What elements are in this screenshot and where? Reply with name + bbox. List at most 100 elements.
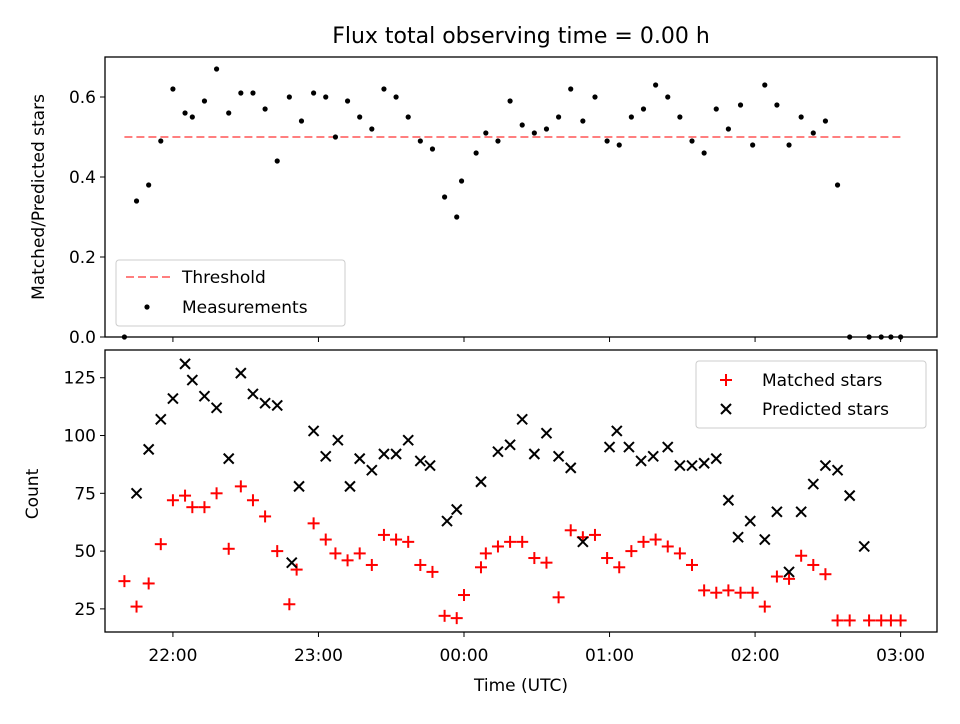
measurement-point: [458, 178, 465, 184]
predicted-star-stroke-b: [286, 556, 298, 569]
predicted-star-point: [858, 540, 870, 553]
predicted-star-point: [623, 441, 635, 453]
bottom-x-tick-label: 22:00: [148, 646, 197, 666]
predicted-star-stroke-b: [795, 506, 807, 518]
bottom-legend: Matched stars Predicted stars: [695, 360, 927, 429]
measurement-point: [495, 138, 501, 144]
matched-star-point: [390, 533, 403, 546]
predicted-star-stroke-b: [307, 425, 320, 437]
top-y-tick-label: 0.0: [69, 328, 96, 348]
measurement-point: [750, 142, 756, 148]
predicted-star-point: [179, 358, 191, 370]
matched-star-point: [474, 561, 487, 574]
measurement-point: [519, 122, 525, 128]
predicted-star-point: [819, 459, 832, 472]
measurement-point: [604, 138, 610, 144]
bottom-x-tick-label: 00:00: [439, 646, 488, 666]
legend-threshold-label: Threshold: [181, 268, 266, 288]
predicted-star-stroke-b: [198, 390, 211, 402]
measurement-point: [798, 114, 804, 120]
matched-star-point: [290, 563, 303, 576]
matched-star-point: [710, 586, 723, 599]
predicted-star-point: [286, 556, 298, 569]
predicted-star-point: [247, 388, 259, 400]
predicted-star-stroke-b: [366, 464, 378, 476]
predicted-star-point: [223, 452, 235, 465]
predicted-star-point: [451, 503, 463, 516]
predicted-star-point: [843, 489, 856, 502]
matched-star-point: [118, 575, 131, 588]
predicted-star-stroke-b: [475, 476, 487, 488]
measurement-point: [568, 86, 574, 92]
measurement-point: [454, 214, 460, 220]
top-axes-frame: [104, 56, 938, 338]
predicted-star-point: [540, 427, 553, 439]
matched-star-point: [365, 558, 378, 571]
predicted-star-point: [235, 367, 247, 379]
measurement-point: [250, 90, 256, 96]
matched-star-point: [722, 584, 735, 597]
bottom-panel: 25 50 75 100 125 22:00 23:00 00:00 01:00 02:00 03…: [23, 349, 938, 696]
matched-star-point: [457, 589, 470, 602]
predicted-star-point: [807, 478, 819, 490]
predicted-star-stroke-b: [565, 462, 577, 474]
measurement-point: [507, 98, 513, 104]
matched-star-point: [698, 584, 711, 597]
predicted-star-point: [662, 441, 674, 453]
predicted-star-point: [552, 450, 565, 463]
predicted-star-stroke-b: [130, 487, 143, 500]
predicted-star-stroke-b: [424, 459, 436, 472]
bottom-x-tick-label: 01:00: [585, 646, 634, 666]
predicted-star-stroke-b: [611, 425, 623, 437]
measurement-point: [834, 182, 841, 188]
predicted-star-stroke-b: [332, 434, 344, 446]
matched-star-point: [307, 517, 320, 530]
matched-star-point: [271, 545, 284, 558]
predicted-star-stroke-b: [378, 448, 390, 460]
measurement-point: [146, 182, 152, 188]
predicted-star-point: [565, 462, 577, 474]
bottom-axes-frame: [104, 349, 938, 633]
matched-star-point: [283, 598, 296, 611]
predicted-star-stroke-b: [142, 443, 155, 456]
top-y-tick-label: 0.2: [69, 248, 96, 268]
predicted-star-stroke-b: [353, 452, 366, 465]
measurement-point: [201, 98, 208, 104]
predicted-star-stroke-b: [155, 413, 167, 426]
measurement-point: [737, 102, 744, 108]
predicted-star-stroke-b: [807, 478, 819, 490]
predicted-star-point: [441, 515, 453, 527]
measurement-point: [133, 198, 140, 204]
bottom-legend-box: [695, 360, 927, 429]
bottom-y-ticks: 25 50 75 100 125: [64, 369, 105, 620]
predicted-star-point: [320, 450, 332, 463]
predicted-star-stroke-b: [819, 459, 832, 472]
predicted-star-stroke-b: [271, 399, 283, 412]
measurement-point: [473, 150, 479, 156]
predicted-star-stroke-b: [783, 566, 795, 578]
top-x-ticks: [172, 337, 902, 342]
measurement-point: [286, 94, 292, 100]
predicted-star-point: [402, 434, 414, 446]
measurement-point: [441, 194, 448, 200]
predicted-star-point: [722, 494, 735, 506]
matched-star-point: [734, 586, 747, 599]
measurement-point: [213, 66, 220, 72]
predicted-star-stroke-b: [722, 494, 735, 506]
matched-star-point: [673, 547, 686, 560]
predicted-star-point: [674, 459, 686, 472]
predicted-star-point: [611, 425, 623, 437]
predicted-star-stroke-b: [414, 455, 427, 467]
top-legend-box: [115, 259, 346, 327]
measurement-point: [677, 114, 683, 120]
matched-star-point: [402, 535, 415, 548]
measurement-point: [381, 86, 387, 92]
matched-star-point: [186, 501, 199, 514]
predicted-star-stroke-b: [259, 397, 271, 409]
predicted-star-point: [795, 506, 807, 518]
matched-star-point: [154, 538, 167, 551]
measurement-point: [357, 114, 363, 120]
measurement-point: [226, 110, 232, 116]
bottom-x-tick-label: 23:00: [294, 646, 343, 666]
